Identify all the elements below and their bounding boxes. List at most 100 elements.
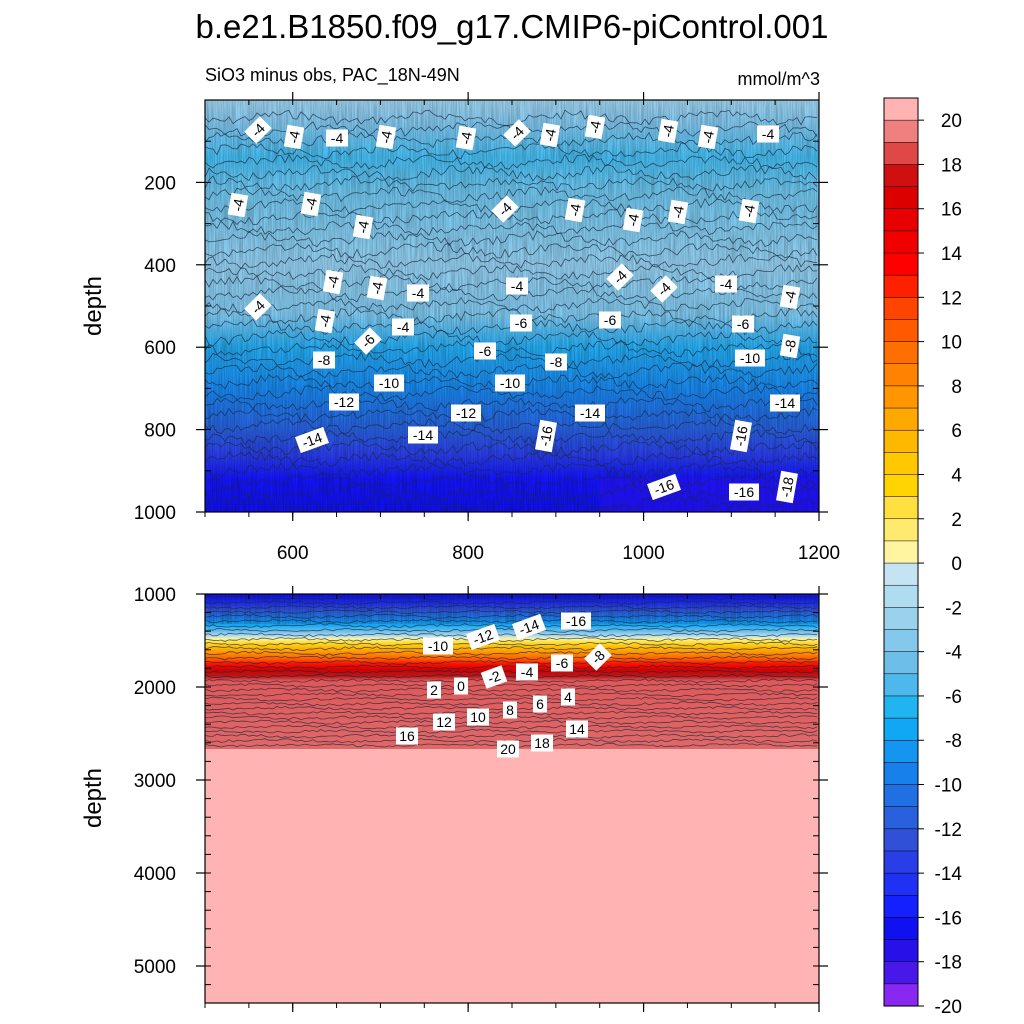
contour-label: -6 <box>732 315 754 333</box>
contour-label-box <box>244 293 272 321</box>
upper-panel: -4 -4 -4 -4 -4 -4 -4 -4 -4 -4 -4 -4 -4 -4 -4 -4 -4 -4 -4 -4… <box>80 92 840 564</box>
contour-label-text: 18 <box>534 735 550 751</box>
colorbar-label: -6 <box>945 687 962 708</box>
contour-label-text: 6 <box>536 696 544 712</box>
contour-label-text: -4 <box>762 126 775 142</box>
contour-line <box>204 209 818 225</box>
contour-label-box <box>375 124 397 150</box>
contour-label-text: -4 <box>740 203 758 218</box>
colorbar-box <box>883 562 919 586</box>
colorbar-box <box>883 407 919 431</box>
contour-label: -4 <box>606 263 634 291</box>
colorbar-box <box>883 252 919 276</box>
contour-label: -4 <box>407 284 429 302</box>
contour-label-text: -12 <box>471 626 496 648</box>
contour-line <box>204 683 818 688</box>
contour-label: -4 <box>503 119 531 147</box>
colorbar-box <box>883 341 919 365</box>
contour-label: 16 <box>396 727 418 745</box>
contour-label: -6 <box>474 342 496 360</box>
colorbar-box <box>883 961 919 985</box>
y-tick-label: 5000 <box>134 957 176 978</box>
contour-label: -6 <box>551 654 573 672</box>
contour-label-box <box>575 404 605 422</box>
contour-label-box <box>497 740 519 758</box>
contour-label-text: -6 <box>604 312 617 328</box>
lower-contour-lines <box>204 595 818 748</box>
contour-label-text: -8 <box>781 338 799 353</box>
colorbar-box <box>883 363 919 387</box>
contour-label-text: -14 <box>413 427 433 443</box>
y-tick-label: 200 <box>144 173 176 194</box>
contour-line <box>204 153 818 170</box>
x-tick-label: 600 <box>277 543 309 564</box>
contour-label-text: -4 <box>354 219 372 234</box>
contour-label-box <box>551 654 573 672</box>
contour-label-box <box>566 720 588 738</box>
contour-label: 6 <box>533 695 547 713</box>
contour-label-text: -16 <box>734 484 754 500</box>
contour-label-box <box>545 353 567 371</box>
contour-label: -4 <box>300 191 322 217</box>
contour-label-text: -16 <box>731 424 750 447</box>
colorbar-box <box>883 119 919 143</box>
contour-label: -4 <box>564 197 586 223</box>
contour-label-box <box>657 118 679 144</box>
contour-label-box <box>313 351 335 369</box>
subtitle-variable: SiO3 minus obs, PAC_18N-49N <box>205 65 460 86</box>
contour-label: -14 <box>511 613 547 641</box>
colorbar-box <box>883 142 919 165</box>
contour-label-box <box>738 198 760 224</box>
contour-line <box>204 687 818 693</box>
contour-label: -12 <box>465 623 501 651</box>
contour-label: -16 <box>729 483 759 501</box>
contour-label-box <box>407 284 429 302</box>
contour-line <box>204 659 817 665</box>
colorbar-box <box>883 607 919 631</box>
contour-label: -2 <box>480 665 508 689</box>
contour-line <box>204 600 818 605</box>
contour-label-text: -4 <box>324 274 342 289</box>
contour-label: -4 <box>326 129 348 147</box>
contour-label-text: 0 <box>457 678 465 694</box>
contour-label-text: -14 <box>517 616 542 638</box>
contour-label-box <box>366 275 388 301</box>
contour-label-box <box>531 734 553 752</box>
contour-label: -16 <box>730 419 752 453</box>
colorbar-box <box>883 917 919 941</box>
colorbar-box <box>883 319 919 343</box>
contour-line <box>204 595 818 601</box>
colorbar-label: -14 <box>935 864 963 885</box>
contour-label-box <box>503 119 531 147</box>
contour-label-text: -4 <box>541 127 559 142</box>
contour-line <box>204 623 818 629</box>
contour-label-box <box>729 483 759 501</box>
contour-label: -4 <box>697 124 719 150</box>
colorbar-label: 12 <box>941 288 962 309</box>
contour-label-text: -4 <box>412 285 425 301</box>
contour-line <box>204 329 818 347</box>
contour-line <box>204 650 818 656</box>
contour-line <box>204 396 818 413</box>
contour-label: -16 <box>535 419 557 453</box>
contour-label: -4 <box>667 199 689 225</box>
contour-label: 10 <box>467 708 489 726</box>
contour-label: -4 <box>738 198 760 224</box>
contour-label-box <box>564 197 586 223</box>
colorbar-box <box>883 518 919 542</box>
contour-label-box <box>427 681 441 699</box>
contour-label-text: -14 <box>580 405 600 421</box>
contour-label: -4 <box>352 214 374 240</box>
contour-label-box <box>326 129 348 147</box>
contour-line <box>204 450 818 468</box>
contour-label-text: -6 <box>737 316 750 332</box>
contour-line <box>204 669 818 675</box>
contour-label: -6 <box>354 327 382 355</box>
y-tick-label: 600 <box>144 338 176 359</box>
contour-line <box>204 362 818 379</box>
contour-label-text: 4 <box>564 689 572 705</box>
contour-label: -4 <box>322 269 344 295</box>
colorbar-label: 2 <box>951 510 962 531</box>
contour-label-box <box>433 713 455 731</box>
contour-label-text: -8 <box>550 354 563 370</box>
